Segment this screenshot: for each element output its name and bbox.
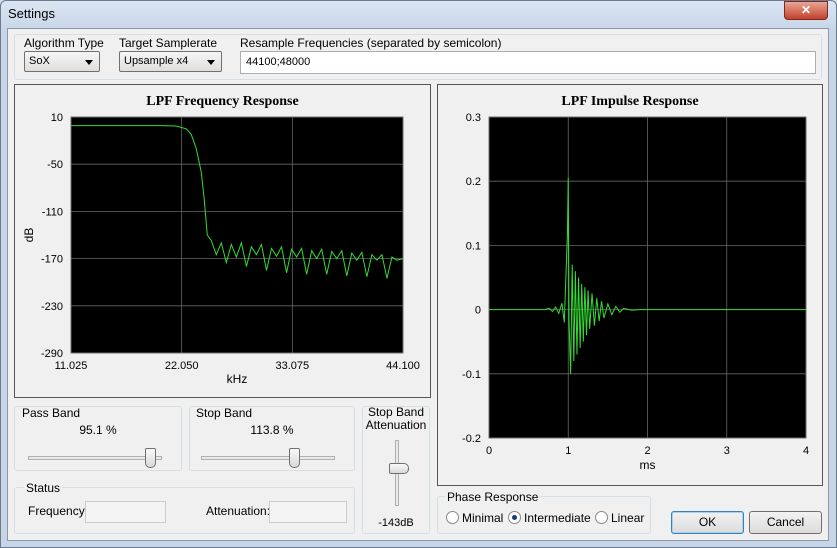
radio[interactable] <box>595 511 608 524</box>
value: 95.1 % <box>79 423 117 437</box>
phase-group <box>437 496 651 534</box>
y-tick-label: 0.1 <box>466 240 481 252</box>
label: Target Samplerate <box>119 36 218 50</box>
close-button[interactable]: ✕ <box>784 1 828 20</box>
plot-area <box>70 116 404 354</box>
value: -143dB <box>378 517 414 529</box>
y-tick-label: -0.2 <box>462 433 481 445</box>
x-tick-label: 44.100 <box>386 360 420 372</box>
slider-track <box>28 456 162 460</box>
x-axis-label: kHz <box>227 372 248 386</box>
label: Frequency: <box>28 504 89 518</box>
radio[interactable] <box>508 511 521 524</box>
label: Stop Band Attenuation <box>365 405 427 432</box>
value: 113.8 % <box>250 423 294 437</box>
radio-dot <box>512 515 517 520</box>
radio-label: Minimal <box>462 511 504 525</box>
x-tick-label: 1 <box>565 445 571 457</box>
dropdown[interactable]: SoX <box>24 51 100 72</box>
data-line <box>71 125 404 279</box>
y-tick-label: -290 <box>41 348 63 360</box>
slider-track <box>201 456 335 460</box>
window-title: Settings <box>8 6 55 21</box>
y-tick-label: -110 <box>42 206 63 218</box>
label: Pass Band <box>22 406 81 420</box>
radio-label: Linear <box>611 511 645 525</box>
slider[interactable] <box>289 448 300 468</box>
chart-title: LPF Impulse Response <box>561 94 698 109</box>
y-tick-label: 10 <box>51 112 63 124</box>
y-tick-label: -0.1 <box>462 369 481 381</box>
label: Resample Frequencies (separated by semic… <box>240 36 502 50</box>
label: Phase Response <box>445 490 541 504</box>
chart: LPF Impulse Response 0 1 2 3 4 0.3 0.2 0.1 0 -0.1 -… <box>462 94 809 472</box>
label: Attenuation: <box>206 504 271 518</box>
text-input[interactable]: 44100;48000 <box>240 51 816 74</box>
label: Algorithm Type <box>24 36 104 50</box>
radio-label: Intermediate <box>524 511 591 525</box>
y-axis-label: dB <box>22 228 36 243</box>
x-tick-label: 3 <box>724 445 730 457</box>
x-tick-label: 22.050 <box>165 360 199 372</box>
attenuation-group <box>362 406 430 534</box>
chart: LPF Frequency Response 11.025 22.050 33.075… <box>22 94 420 386</box>
chart-title: LPF Frequency Response <box>146 94 298 109</box>
y-tick-label: -50 <box>47 159 63 171</box>
slider[interactable] <box>145 448 156 468</box>
x-axis-label: ms <box>640 458 656 472</box>
x-tick-label: 11.025 <box>55 360 88 372</box>
ok-button[interactable]: OK <box>671 511 744 534</box>
pass-band-group <box>14 406 182 471</box>
label: Stop Band <box>196 406 253 420</box>
y-tick-label: -230 <box>41 301 63 313</box>
radio[interactable] <box>446 511 459 524</box>
stop-band-group <box>189 406 355 471</box>
slider[interactable] <box>389 463 409 474</box>
y-tick-label: -170 <box>41 254 63 266</box>
chart-panel: LPF Impulse Response 0 1 2 3 4 0.3 0.2 0.1 0 -0.1 -… <box>437 84 823 486</box>
data-line <box>489 177 806 374</box>
chart-panel: LPF Frequency Response 11.025 22.050 33.075… <box>14 84 431 398</box>
dropdown[interactable]: Upsample x4 <box>119 51 222 72</box>
text-field <box>269 501 347 523</box>
top-group <box>14 34 822 80</box>
cancel-button[interactable]: Cancel <box>749 511 822 534</box>
status-group <box>14 487 355 534</box>
y-tick-label: 0.3 <box>466 112 481 124</box>
x-tick-label: 2 <box>644 445 650 457</box>
y-tick-label: 0 <box>475 305 481 317</box>
x-tick-label: 0 <box>486 445 492 457</box>
text-field <box>85 501 166 523</box>
label: Status <box>24 481 63 495</box>
x-tick-label: 4 <box>803 445 809 457</box>
y-tick-label: 0.2 <box>466 176 481 188</box>
x-tick-label: 33.075 <box>276 360 310 372</box>
